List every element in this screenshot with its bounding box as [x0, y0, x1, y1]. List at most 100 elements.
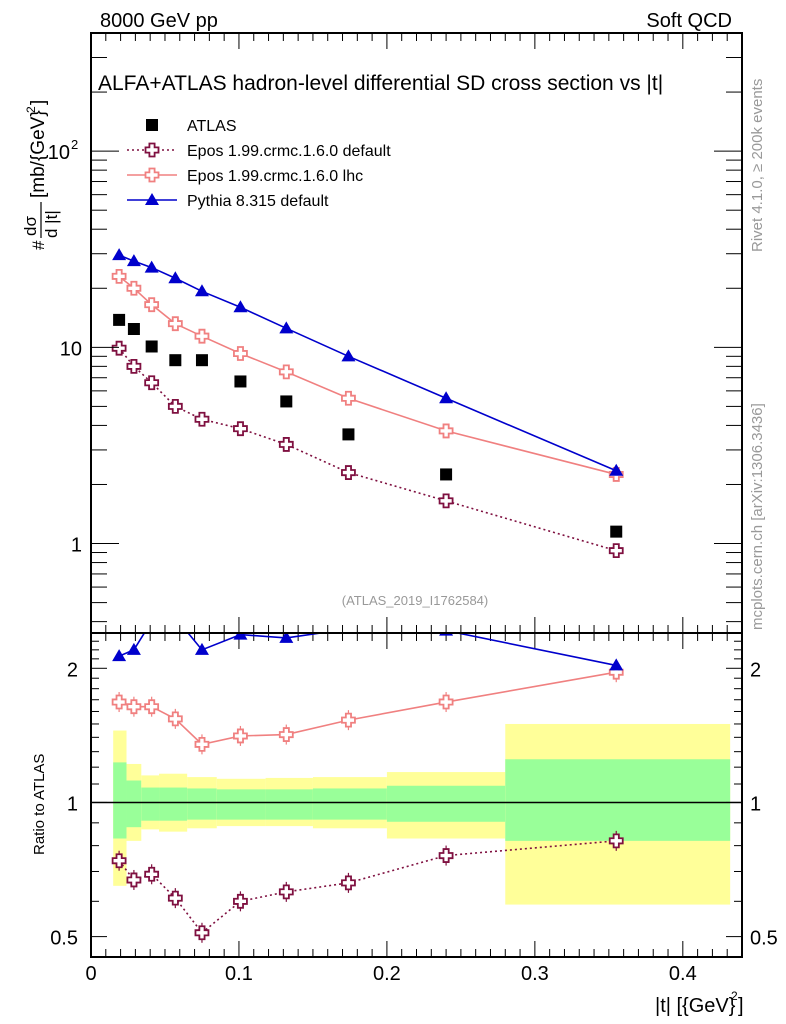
ratio-point-1-8: [438, 694, 454, 710]
legend-label-0: ATLAS: [187, 118, 237, 135]
ratio-uncertainty-bands: [113, 723, 731, 905]
x-label-end: ]: [738, 995, 744, 1017]
legend-label-2: Epos 1.99.crmc.1.6.0 lhc: [187, 168, 363, 185]
main-series: [111, 248, 624, 559]
data-point-0-3: [169, 354, 182, 367]
ratio-point-2-0: [112, 649, 127, 662]
ratio-point-1-5: [233, 728, 248, 744]
ratio-point-0-1: [126, 872, 142, 888]
data-point-1-0: [111, 340, 127, 356]
legend-marker-1: [144, 142, 160, 158]
ratio-point-2-1: [126, 642, 141, 655]
y-label-prefix: #: [29, 240, 48, 250]
stat-uncertainty-band-8: [386, 785, 506, 822]
ratio-y-tick-label-left: 0.5: [50, 928, 78, 950]
data-point-2-7: [341, 390, 356, 406]
ratio-y-tick-label-right: 0.5: [750, 928, 778, 950]
ratio-series-clipped: [111, 611, 624, 943]
ratio-point-2-2: [145, 614, 159, 626]
data-point-0-2: [145, 340, 158, 353]
data-point-3-1: [126, 254, 141, 267]
ratio-point-0-0: [111, 853, 127, 869]
y-tick-label-sup: 2: [71, 137, 78, 152]
legend: ATLAS Epos 1.99.crmc.1.6.0 default Epos 1.…: [127, 118, 391, 210]
series-line-2: [118, 275, 617, 476]
ratio-line-1: [118, 671, 617, 746]
x-label-main: |t| [{GeV}: [655, 995, 736, 1017]
data-point-3-7: [341, 349, 356, 362]
data-point-2-6: [278, 364, 294, 380]
data-point-0-1: [127, 323, 140, 336]
ratio-line-2: [118, 633, 617, 667]
x-label-sup: 2: [731, 989, 738, 1003]
ratio-point-1-0: [111, 694, 127, 710]
data-point-1-9: [608, 543, 624, 559]
series-line-1: [118, 347, 617, 552]
ratio-y-tick-label-left: 1: [67, 793, 78, 815]
x-tick-label: 0.1: [225, 963, 253, 985]
data-point-0-9: [610, 525, 623, 538]
data-point-0-8: [440, 468, 453, 481]
data-point-1-7: [341, 465, 356, 480]
ratio-point-1-2: [144, 699, 160, 715]
x-tick-label: 0.4: [669, 963, 697, 985]
y-tick-label: 1: [71, 535, 82, 557]
header-right: Soft QCD: [646, 10, 732, 32]
data-point-1-6: [278, 437, 294, 452]
ratio-point-2-4: [194, 642, 209, 655]
rivet-label: Rivet 4.1.0, ≥ 200k events: [749, 79, 766, 252]
stat-uncertainty-band-5: [216, 789, 266, 820]
data-point-3-2: [144, 260, 159, 273]
ratio-line-0: [118, 840, 617, 934]
x-axis-label: |t| [{GeV} 2 ]: [655, 989, 744, 1017]
series-line-3: [118, 254, 617, 472]
ratio-point-0-3: [167, 890, 183, 906]
data-point-3-0: [112, 248, 127, 261]
data-point-0-6: [280, 395, 293, 408]
ratio-point-2-9: [609, 658, 624, 671]
data-point-1-1: [126, 358, 142, 374]
ratio-y-tick-label-right: 2: [750, 659, 761, 681]
ratio-point-1-3: [167, 711, 183, 727]
stat-uncertainty-band-1: [126, 780, 142, 828]
ratio-point-1-6: [278, 727, 294, 742]
x-tick-label: 0.3: [521, 963, 549, 985]
stat-uncertainty-band-3: [159, 787, 188, 821]
y-label-den: d |t|: [42, 210, 61, 238]
header-left: 8000 GeV pp: [100, 10, 218, 32]
data-point-2-4: [194, 328, 210, 344]
ratio-point-2-5: [233, 633, 248, 640]
data-point-1-8: [438, 493, 454, 509]
y-label-unit-sup: 2: [24, 106, 38, 113]
data-point-1-5: [233, 421, 248, 437]
y-label-unit-end: ]: [28, 100, 49, 105]
stat-uncertainty-band-7: [312, 788, 387, 820]
ratio-point-0-2: [144, 866, 160, 882]
data-point-0-5: [234, 375, 247, 388]
ratio-point-0-9: [608, 833, 624, 849]
data-point-1-3: [167, 398, 183, 414]
ratio-point-0-4: [194, 925, 210, 941]
x-tick-label: 0: [85, 963, 96, 985]
data-point-0-0: [113, 313, 126, 326]
data-point-3-4: [194, 284, 209, 297]
ratio-point-2-3: [168, 611, 182, 623]
y-label-num: dσ: [21, 216, 40, 236]
main-y-axis-label: # dσ d |t| [mb/{GeV} 2 ]: [21, 100, 61, 250]
data-point-2-5: [233, 346, 248, 361]
legend-marker-2: [144, 167, 160, 183]
ratio-point-0-5: [233, 893, 248, 909]
data-point-3-9: [609, 463, 624, 476]
data-point-1-2: [144, 375, 160, 391]
ratio-plot-frame: [90, 632, 743, 958]
ratio-point-0-8: [438, 848, 454, 863]
data-point-1-4: [194, 411, 210, 427]
data-point-0-4: [195, 354, 208, 367]
x-tick-label: 0.2: [373, 963, 401, 985]
legend-marker-0: [146, 119, 158, 131]
legend-marker-3: [145, 193, 159, 205]
data-point-3-6: [279, 321, 294, 334]
ratio-y-tick-label-right: 1: [750, 793, 761, 815]
